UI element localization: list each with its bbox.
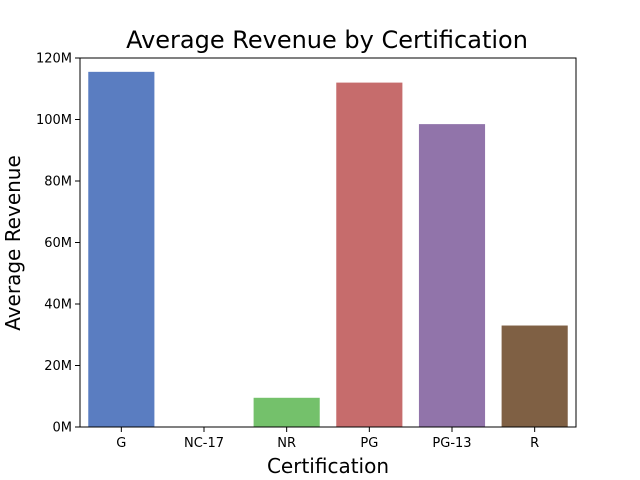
- x-tick-label: NC-17: [184, 436, 224, 451]
- bar-g: [88, 71, 155, 428]
- x-tick-label: G: [116, 436, 126, 451]
- bar-nr: [253, 397, 320, 427]
- x-tick-label: PG-13: [432, 436, 471, 451]
- bar-r: [501, 325, 568, 427]
- x-tick-label: NR: [277, 436, 296, 451]
- chart-title: Average Revenue by Certification: [126, 26, 528, 54]
- bars-group: [88, 71, 568, 428]
- y-tick-label: 100M: [36, 113, 72, 128]
- y-tick-label: 120M: [36, 52, 72, 67]
- y-tick-label: 0M: [53, 421, 73, 436]
- y-axis-ticks: 0M 20M 40M 60M 80M 100M 120M: [36, 52, 80, 436]
- x-tick-label: R: [530, 436, 539, 451]
- x-axis-ticks: G NC-17 NR PG PG-13 R: [116, 427, 539, 451]
- y-tick-label: 20M: [44, 359, 72, 374]
- bar-pg: [336, 82, 403, 427]
- y-tick-label: 40M: [44, 298, 72, 313]
- x-tick-label: PG: [360, 436, 378, 451]
- y-tick-label: 60M: [44, 236, 72, 251]
- y-axis-label: Average Revenue: [1, 155, 25, 331]
- bar-pg-13: [418, 124, 486, 428]
- y-tick-label: 80M: [44, 175, 72, 190]
- x-axis-label: Certification: [267, 454, 389, 478]
